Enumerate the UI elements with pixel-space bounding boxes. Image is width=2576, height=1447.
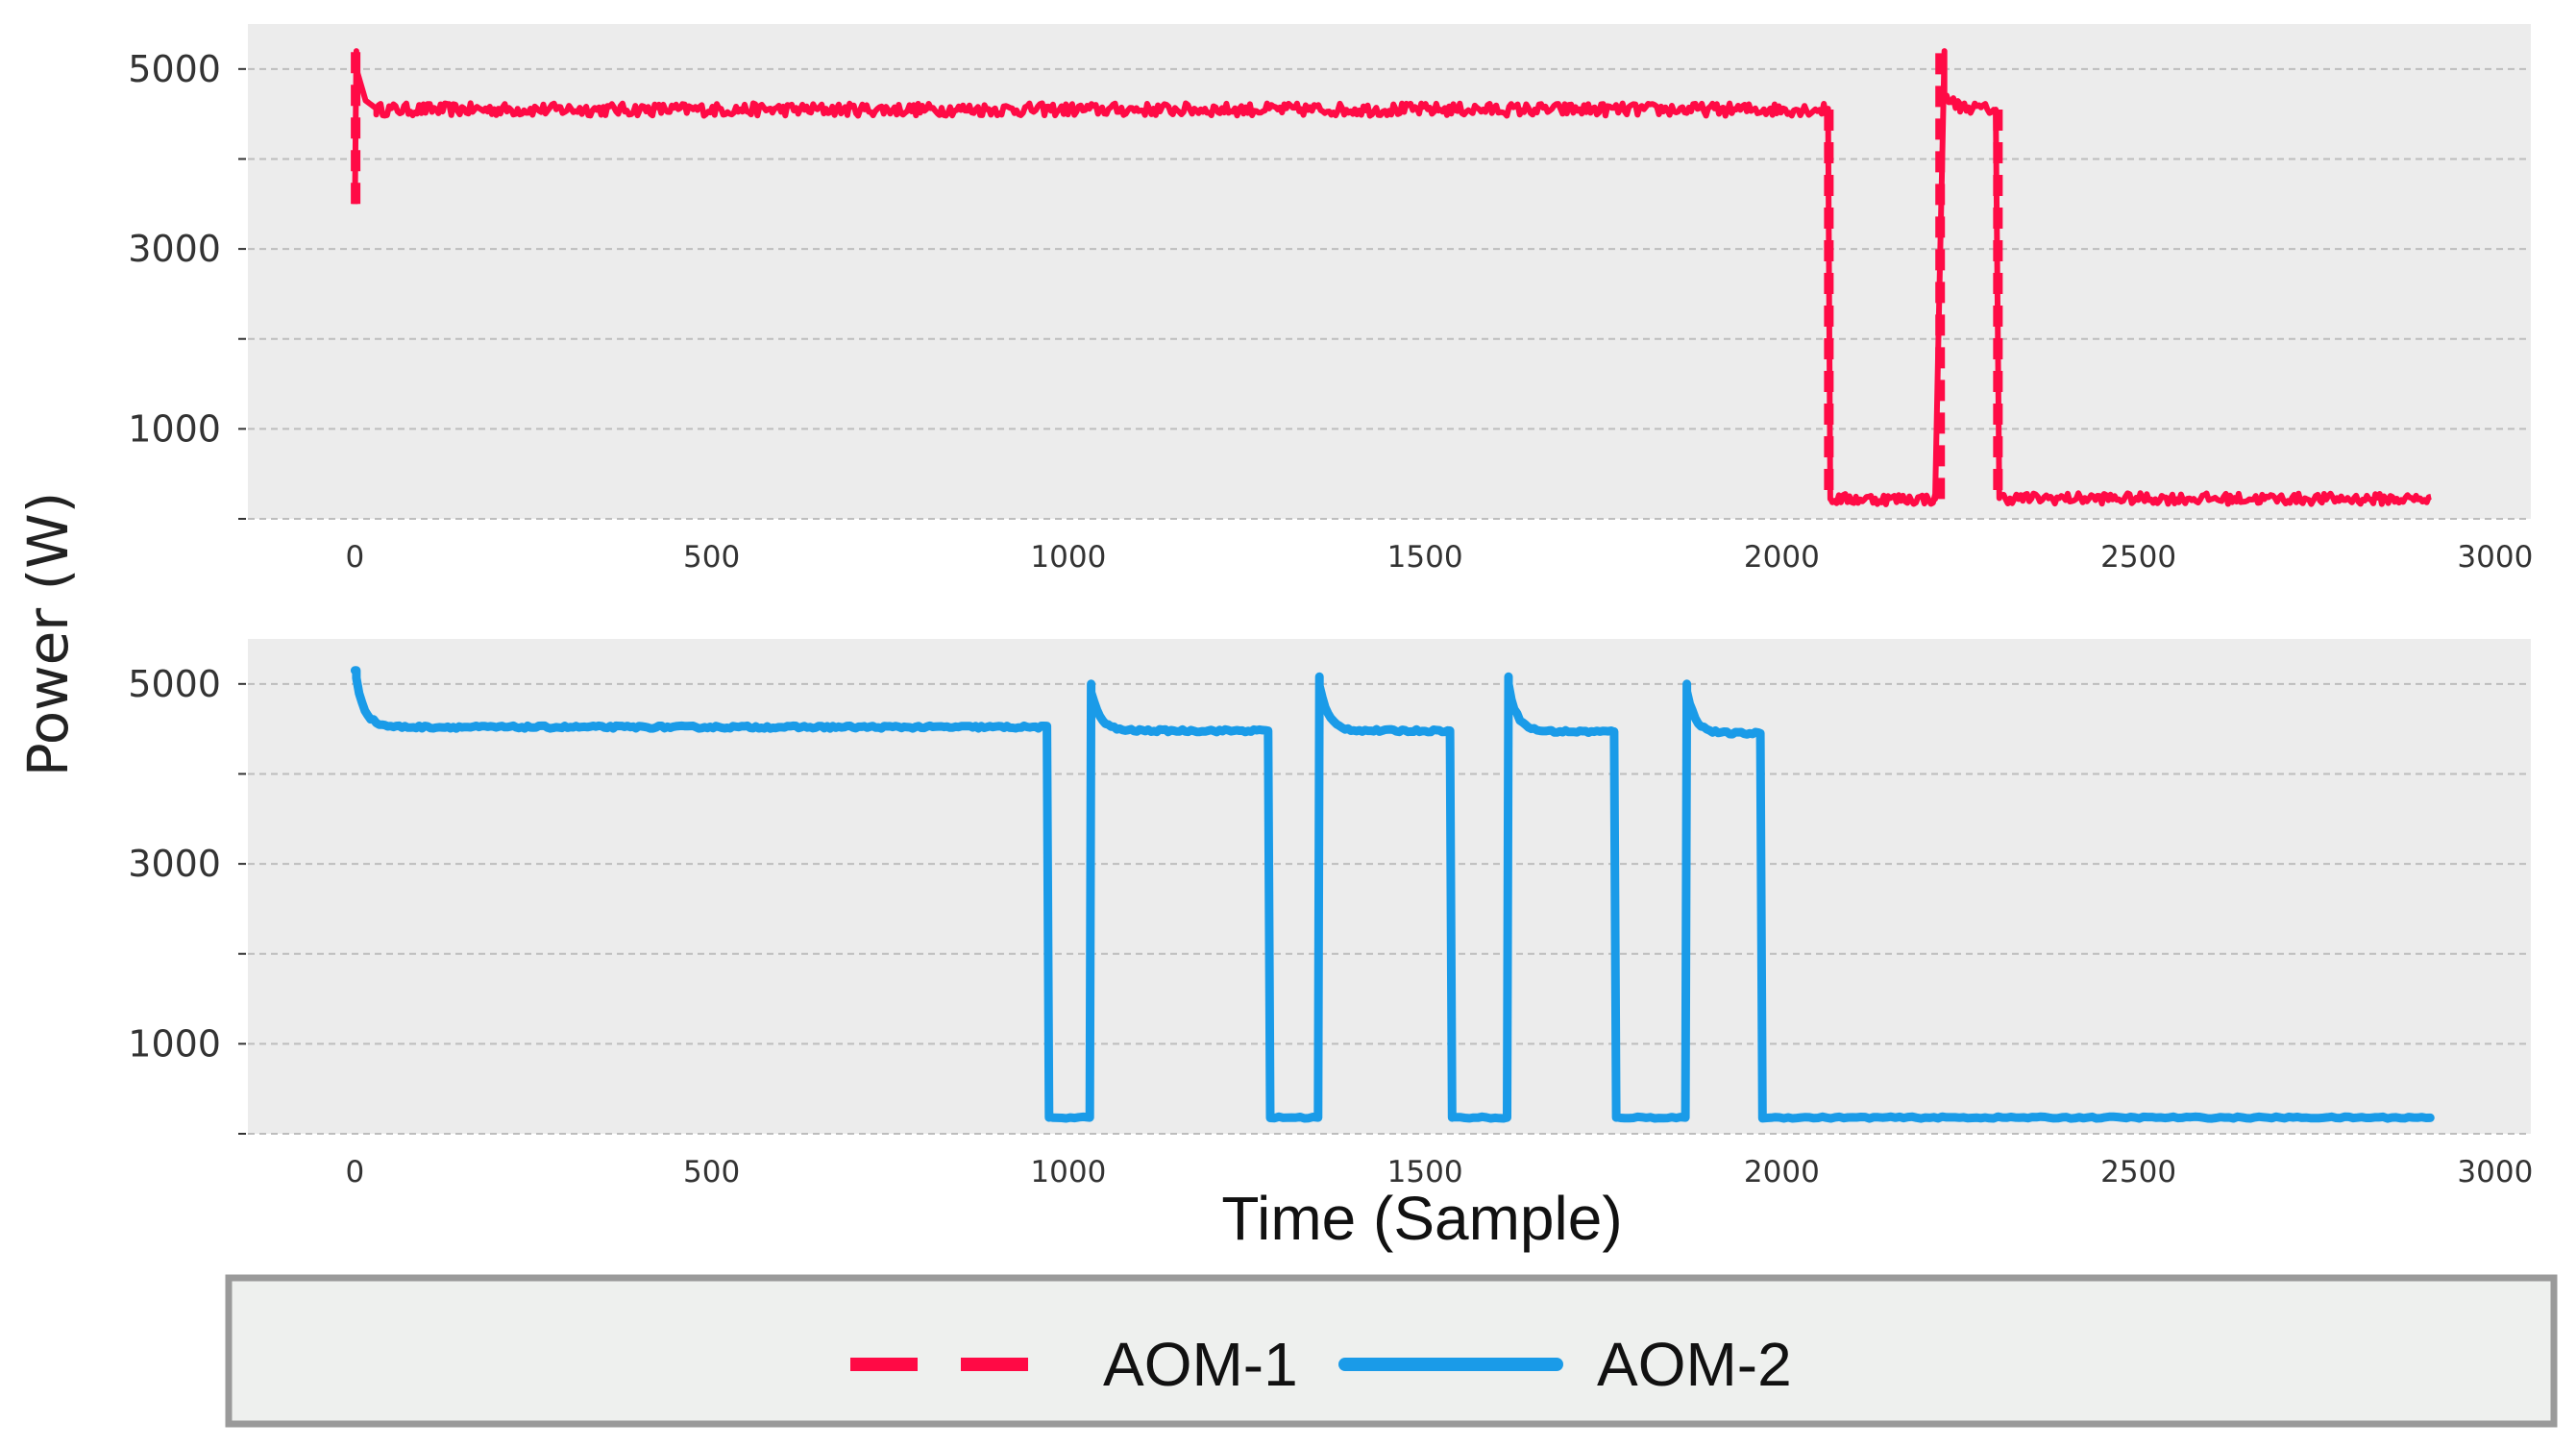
aom2-x-tick-label-0: 0: [346, 1155, 365, 1189]
aom1-x-tick-label-0: 0: [346, 540, 365, 575]
aom1-x-tick-label-1000: 1000: [1030, 540, 1106, 575]
aom2-y-tick-label-1000: 1000: [128, 1022, 221, 1065]
panel-aom2-gridlines: [248, 682, 2531, 1135]
aom2-x-tick-label-500: 500: [683, 1155, 740, 1189]
aom1-x-tick-label-500: 500: [683, 540, 740, 575]
legend-aom1-label: AOM-1: [1103, 1330, 1298, 1399]
series-aom1-line: [352, 48, 2432, 507]
legend: AOM-1 AOM-2: [225, 1274, 2558, 1428]
panel-aom1-x-ticks: 0 500 1000 1500 2000 2500 3000: [346, 540, 2534, 575]
x-axis-label: Time (Sample): [1221, 1184, 1622, 1253]
y-axis-label: Power (W): [15, 492, 81, 776]
panel-aom1-y-ticks: 1000 3000 5000: [128, 48, 246, 520]
panel-aom1-gridlines: [248, 67, 2531, 520]
aom2-y-tick-label-5000: 5000: [128, 663, 221, 705]
aom1-x-tick-label-2000: 2000: [1744, 540, 1820, 575]
aom2-x-tick-label-3000: 3000: [2457, 1155, 2533, 1189]
aom2-x-tick-label-2000: 2000: [1744, 1155, 1820, 1189]
aom1-x-tick-label-2500: 2500: [2100, 540, 2176, 575]
aom2-x-tick-label-2500: 2500: [2100, 1155, 2176, 1189]
aom1-y-tick-label-3000: 3000: [128, 228, 221, 270]
panel-aom2-background: [248, 639, 2531, 1134]
aom2-y-tick-label-3000: 3000: [128, 843, 221, 885]
panel-aom2: 1000 3000 5000 0 500 1000 1500 2000 2500 3000: [128, 639, 2533, 1189]
panel-aom2-y-ticks: 1000 3000 5000: [128, 663, 246, 1135]
series-aom2-line: [350, 666, 2435, 1123]
aom2-x-tick-label-1000: 1000: [1030, 1155, 1106, 1189]
aom1-x-tick-label-1500: 1500: [1387, 540, 1463, 575]
aom1-y-tick-label-1000: 1000: [128, 407, 221, 450]
panel-aom2-x-ticks: 0 500 1000 1500 2000 2500 3000: [346, 1155, 2534, 1189]
panel-aom1: 1000 3000 5000 0 500 1000 1500 2000 2500 3000: [128, 24, 2533, 575]
aom2-x-tick-label-1500: 1500: [1387, 1155, 1463, 1189]
legend-aom2-label: AOM-2: [1597, 1330, 1792, 1399]
aom1-y-tick-label-5000: 5000: [128, 48, 221, 90]
aom1-x-tick-label-3000: 3000: [2457, 540, 2533, 575]
panel-aom1-background: [248, 24, 2531, 519]
legend-box: [225, 1274, 2558, 1428]
